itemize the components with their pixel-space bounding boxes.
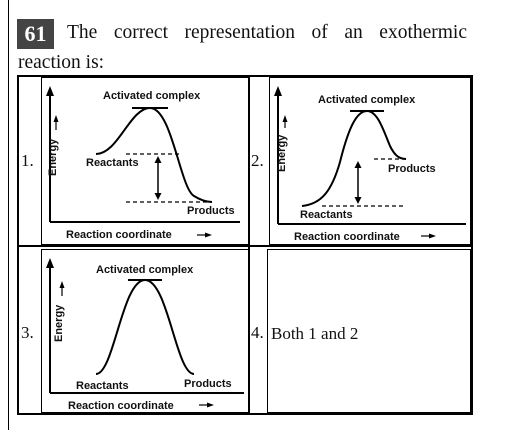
option-2-number: 2. <box>251 151 264 170</box>
option-4-text: Both 1 and 2 <box>271 324 359 343</box>
products-label: Products <box>184 378 232 390</box>
y-label-arrowhead <box>53 115 59 122</box>
option-4-number: 4. <box>251 323 264 342</box>
options-table: 1. Energy Activated complex Reactants Pr… <box>17 75 473 415</box>
delta-h-arrowhead-down <box>154 193 162 200</box>
energy-diagram-3: Energy Activated complex Reactants Produ… <box>46 258 244 412</box>
y-axis-label: Energy <box>53 304 65 342</box>
energy-curve <box>95 278 195 375</box>
x-label-arrowhead <box>429 233 436 239</box>
delta-h-arrowhead-up <box>354 161 362 168</box>
y-axis-label: Energy <box>276 134 288 172</box>
energy-diagram-1: Energy Activated complex Reactants Produ… <box>46 86 240 241</box>
option-1-number: 1. <box>21 151 34 170</box>
option-2-diagram-box: Energy Activated complex Products Reacta… <box>269 77 471 245</box>
y-label-arrowhead <box>282 115 288 122</box>
products-label: Products <box>388 163 436 175</box>
reactants-label: Reactants <box>86 157 139 169</box>
question-number-badge: 61 <box>17 19 54 49</box>
energy-curve <box>95 106 213 203</box>
y-axis-arrowhead <box>274 86 282 96</box>
page-left-rule <box>8 0 9 430</box>
y-axis-arrowhead <box>46 86 54 96</box>
option-1-diagram-box: Energy Activated complex Reactants Produ… <box>41 77 250 245</box>
question-text-line1: The correct representation of an exother… <box>67 22 467 43</box>
question-text-line2: reaction is: <box>18 52 105 73</box>
activated-complex-label: Activated complex <box>96 264 194 276</box>
x-label-arrowhead <box>205 232 212 238</box>
x-axis-label: Reaction coordinate <box>294 231 400 243</box>
energy-diagram-2: Energy Activated complex Products Reacta… <box>274 86 466 243</box>
option-4-box: Both 1 and 2 <box>267 249 471 413</box>
y-axis-arrowhead <box>46 258 54 268</box>
y-label-arrowhead <box>59 281 65 288</box>
option-3-diagram-box: Energy Activated complex Reactants Produ… <box>41 249 250 413</box>
option-1-cell[interactable]: 1. Energy Activated complex Reactants Pr… <box>17 75 250 247</box>
option-3-cell[interactable]: 3. Energy Activated complex Reactants Pr… <box>17 245 250 415</box>
x-axis-label: Reaction coordinate <box>68 400 174 412</box>
products-label: Products <box>187 205 235 217</box>
delta-h-arrowhead-down <box>354 197 362 204</box>
energy-curve <box>301 109 407 207</box>
activated-complex-label: Activated complex <box>103 90 201 102</box>
x-label-arrowhead <box>207 402 214 408</box>
option-4-cell[interactable]: 4. Both 1 and 2 <box>248 245 473 415</box>
y-axis-label: Energy <box>47 138 59 176</box>
option-3-number: 3. <box>21 323 34 342</box>
reactants-label: Reactants <box>76 380 129 392</box>
activated-complex-label: Activated complex <box>318 94 416 106</box>
delta-h-arrowhead-up <box>154 156 162 163</box>
reactants-label: Reactants <box>300 209 353 221</box>
x-axis-label: Reaction coordinate <box>66 229 172 241</box>
option-2-cell[interactable]: 2. Energy Activated complex Products Rea… <box>248 75 473 247</box>
